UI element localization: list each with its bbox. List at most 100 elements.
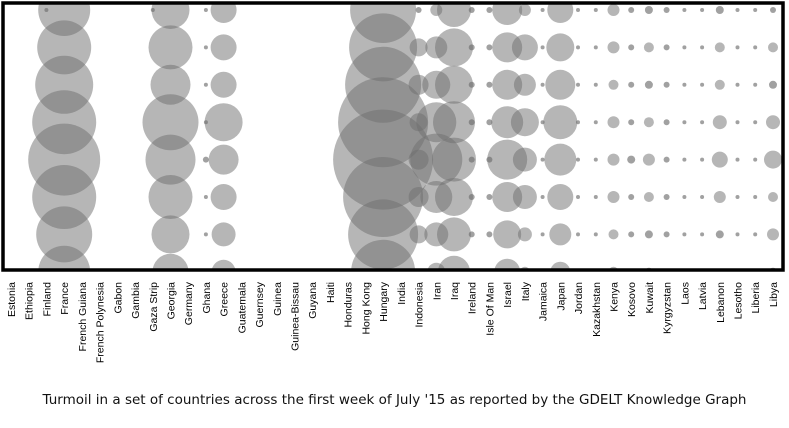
bubble [608,79,619,90]
bubble [145,134,196,185]
bubble [540,45,545,50]
bubble [628,194,635,200]
bubble [510,108,539,137]
bubble [607,4,620,16]
country-label: Latvia [697,282,709,310]
bubble [735,45,740,50]
bubble [576,195,580,199]
country-label: Lebanon [715,282,727,323]
bubble [486,231,493,238]
bubble [486,44,493,51]
bubble [663,119,670,126]
country-label: Jamaica [538,282,550,321]
country-label: Israel [502,282,514,308]
bubble [203,82,208,87]
bubble [511,34,538,61]
country-label: Hong Kong [360,282,372,335]
bubble [628,44,635,51]
bubble [735,232,740,237]
country-labels: Estonia Ethiopia Finland France French Guian… [6,281,780,363]
bubble [544,143,577,176]
country-label: Japan [555,282,567,311]
country-label: Kosovo [626,282,638,317]
bubble [607,153,620,166]
bubble [682,8,687,12]
country-label: French Polynesia [95,282,107,363]
bubble [545,69,576,100]
country-label: French Guiana [77,282,89,352]
country-label: Estonia [6,282,18,317]
bubble [643,192,654,202]
bubble [714,79,725,90]
bubble [151,3,190,29]
bubble [211,259,236,270]
bubble [486,81,493,88]
bubble [468,194,475,200]
bubble [351,239,416,270]
bubble [700,82,705,87]
country-label: Kazakhstan [591,282,603,337]
bubble [682,195,687,199]
bubble [493,220,522,249]
country-label: Laos [679,282,691,305]
bubble [438,255,470,270]
country-label: Ghana [201,282,213,314]
bubble [643,42,654,53]
bubble [766,115,780,130]
bubble [492,182,523,212]
bubble [468,7,475,13]
bubble [518,4,531,16]
country-label: Jordan [573,282,585,314]
bubble [435,28,473,67]
bubble [644,230,653,239]
country-label: Honduras [343,282,355,328]
bubble [767,228,779,241]
bubble [203,45,208,50]
country-label: Guernsey [254,281,266,327]
bubble [644,80,653,89]
bubble [468,44,475,51]
bubble [409,225,428,244]
bubble-chart: Estonia Ethiopia Finland France French Guian… [1,1,785,363]
bubble [468,81,475,88]
bubble [415,7,422,13]
bubble [768,192,778,202]
bubble [642,153,655,166]
bubble [663,231,670,238]
bubble [682,45,687,50]
country-label: Libya [768,282,780,307]
bubble [607,41,620,54]
country-label: Liberia [750,282,762,314]
bubble [437,217,471,252]
bubble [540,195,545,199]
bubble [486,194,493,200]
bubble [36,206,93,263]
country-label: Gambia [130,282,142,319]
bubble [735,120,740,125]
country-label: Kenya [609,282,621,312]
bubble [468,231,475,238]
country-label: Iraq [449,282,461,300]
bubble [714,42,725,53]
bubble [576,8,580,12]
country-label: Indonesia [414,282,426,328]
bubble [644,6,653,14]
country-label: Haiti [325,282,337,303]
bubble [700,120,705,125]
bubble [435,65,473,104]
bubble [203,232,208,237]
bubble [547,184,574,210]
bubble [546,33,575,62]
bubble [576,45,580,50]
bubble [152,253,189,270]
bubble [550,261,571,270]
bubble [700,195,705,199]
bubble [210,71,237,98]
bubble [663,81,670,88]
country-label: Germany [183,281,195,325]
bubble [628,7,635,13]
bubble [593,45,598,50]
bubble [593,82,598,87]
bubble [492,3,523,25]
bubble [148,25,193,70]
